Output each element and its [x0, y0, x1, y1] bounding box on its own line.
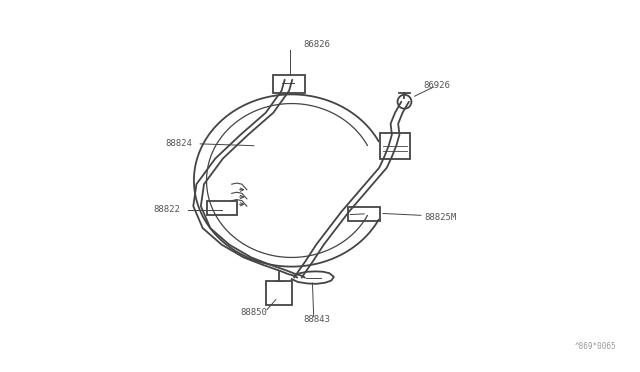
Text: 88824: 88824	[166, 140, 193, 148]
Bar	[207, 201, 237, 215]
Text: 88822: 88822	[153, 205, 180, 214]
Text: 86926: 86926	[423, 81, 450, 90]
Bar	[348, 207, 380, 221]
Bar	[273, 75, 305, 93]
Bar	[380, 133, 410, 158]
Text: 86826: 86826	[303, 41, 330, 49]
Text: ^869*0065: ^869*0065	[575, 342, 616, 351]
Text: 88850: 88850	[241, 308, 268, 317]
Bar	[266, 281, 292, 305]
Text: 88825M: 88825M	[424, 213, 456, 222]
Text: 88843: 88843	[303, 315, 330, 324]
